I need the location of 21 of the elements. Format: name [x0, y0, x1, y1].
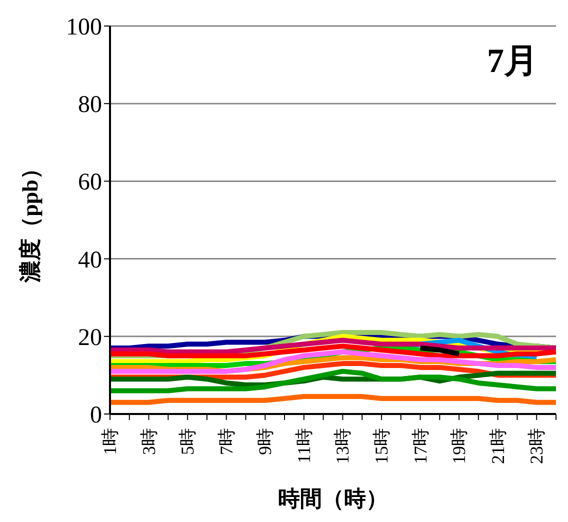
y-tick-label: 40 [78, 247, 102, 274]
x-tick-label: 15時 [371, 428, 392, 464]
x-tick-label: 23時 [526, 428, 547, 464]
y-axis-title: 濃度（ppb） [18, 158, 42, 284]
x-axis-title: 時間（時） [278, 486, 388, 511]
x-tick-label: 11時 [294, 428, 314, 464]
y-tick-label: 20 [78, 324, 102, 351]
y-tick-label: 60 [78, 170, 102, 196]
y-tick-label: 80 [78, 92, 102, 118]
y-tick-label: 0 [90, 402, 102, 429]
x-tick-label: 5時 [178, 428, 198, 455]
x-tick-label: 17時 [410, 428, 430, 464]
x-tick-label: 9時 [255, 428, 276, 455]
x-tick-label: 1時 [100, 428, 120, 455]
x-tick-label: 7時 [216, 428, 236, 455]
y-tick-label: 100 [66, 14, 102, 41]
x-tick-label: 3時 [138, 428, 159, 455]
x-tick-label: 19時 [449, 428, 470, 464]
annotation: 7月 [487, 42, 538, 82]
x-tick-label: 13時 [332, 428, 353, 464]
x-tick-label: 21時 [488, 428, 508, 464]
